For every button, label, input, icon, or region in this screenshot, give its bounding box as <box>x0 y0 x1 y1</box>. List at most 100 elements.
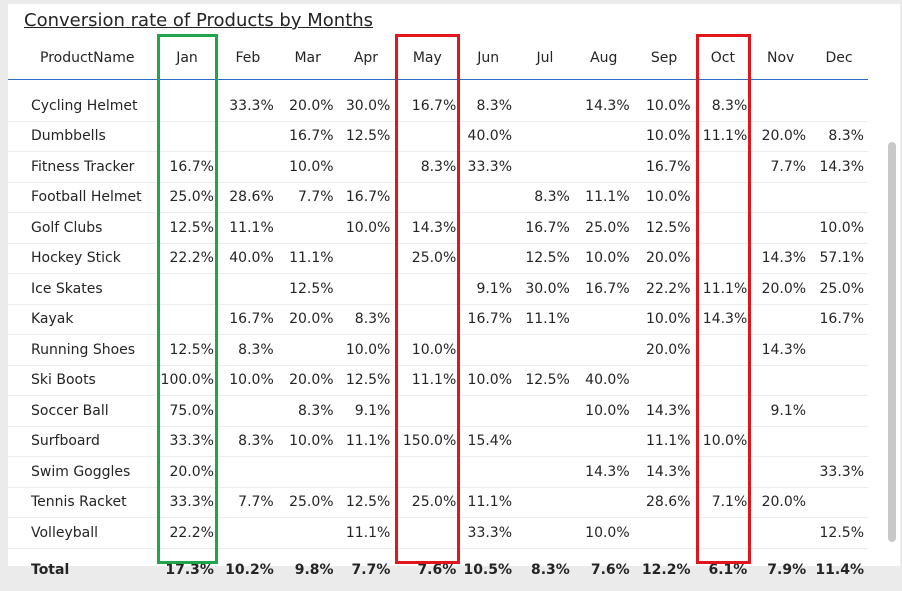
conversion-rate-cell <box>277 334 338 366</box>
conversion-rate-cell: 8.3% <box>810 121 868 152</box>
conversion-rate-cell: 10.0% <box>633 121 695 152</box>
column-header-nov[interactable]: Nov <box>751 37 811 80</box>
table-row[interactable]: Hockey Stick 22.2% 40.0% 11.1% 25.0% 12.5% 10.… <box>8 243 868 274</box>
conversion-rate-cell: 20.0% <box>633 334 695 366</box>
total-value-cell: 7.6% <box>590 561 630 578</box>
total-value-cell: 6.1% <box>708 561 748 578</box>
column-header-jul[interactable]: Jul <box>516 37 574 80</box>
conversion-rate-cell: 7.7% <box>751 151 811 183</box>
conversion-rate-cell <box>810 182 868 213</box>
product-name-cell: Running Shoes <box>8 334 157 366</box>
conversion-rate-cell: 20.0% <box>277 365 338 396</box>
conversion-rate-cell <box>156 121 218 152</box>
table-row[interactable]: Tennis Racket 33.3% 7.7% 25.0% 12.5% 25.0% 11.… <box>8 487 868 518</box>
conversion-rate-cell <box>460 182 517 213</box>
conversion-rate-cell <box>573 487 634 518</box>
table-row[interactable]: Fitness Tracker 16.7% 10.0% 8.3% 33.3% 16.7% 7… <box>8 151 868 183</box>
conversion-rate-cell: 12.5% <box>337 487 395 518</box>
conversion-rate-cell: 33.3% <box>156 426 218 457</box>
visual-title: Conversion rate of Products by Months <box>24 10 374 31</box>
conversion-rate-cell: 8.3% <box>337 304 395 335</box>
column-header-oct[interactable]: Oct <box>694 37 752 80</box>
table-row[interactable]: Swim Goggles 20.0% 14.3% 14.3% 33.3% <box>8 456 868 488</box>
table-row[interactable]: Kayak 16.7% 20.0% 8.3% 16.7% 11.1% 10.0% 14.3% 1… <box>8 304 868 335</box>
column-header-productname[interactable]: ProductName <box>8 37 157 80</box>
table-row[interactable]: Volleyball 22.2% 11.1% 33.3% 10.0% 12.5% <box>8 517 868 549</box>
conversion-rate-cell <box>516 426 574 457</box>
conversion-rate-cell: 14.3% <box>810 151 868 183</box>
product-name-cell: Fitness Tracker <box>8 151 157 183</box>
conversion-rate-cell <box>810 487 868 518</box>
conversion-rate-cell: 10.0% <box>573 395 634 427</box>
conversion-rate-cell <box>573 334 634 366</box>
product-name-cell: Hockey Stick <box>8 243 157 274</box>
conversion-rate-cell: 10.0% <box>573 243 634 274</box>
conversion-rate-cell: 16.7% <box>460 304 517 335</box>
conversion-rate-cell: 12.5% <box>156 212 218 244</box>
conversion-rate-cell: 11.1% <box>573 182 634 213</box>
conversion-rate-cell: 33.3% <box>460 151 517 183</box>
product-name-cell: Swim Goggles <box>8 456 157 488</box>
conversion-rate-cell <box>810 426 868 457</box>
conversion-rate-cell: 20.0% <box>277 91 338 122</box>
column-header-feb[interactable]: Feb <box>217 37 278 80</box>
table-row[interactable]: Golf Clubs 12.5% 11.1% 10.0% 14.3% 16.7% 25.0%… <box>8 212 868 244</box>
table-row[interactable]: Ski Boots 100.0% 10.0% 20.0% 12.5% 11.1% 10.0%… <box>8 365 868 396</box>
conversion-rate-cell: 28.6% <box>633 487 695 518</box>
conversion-rate-cell <box>516 456 574 488</box>
conversion-rate-cell: 14.3% <box>751 334 811 366</box>
conversion-rate-cell <box>516 121 574 152</box>
conversion-rate-cell <box>810 334 868 366</box>
conversion-rate-cell: 33.3% <box>217 91 278 122</box>
product-name-cell: Ice Skates <box>8 273 157 305</box>
column-header-apr[interactable]: Apr <box>337 37 395 80</box>
column-header-aug[interactable]: Aug <box>573 37 634 80</box>
column-header-dec[interactable]: Dec <box>810 37 868 80</box>
total-label: Total <box>31 561 70 578</box>
conversion-rate-cell <box>277 517 338 549</box>
column-header-jan[interactable]: Jan <box>156 37 218 80</box>
conversion-rate-cell <box>460 334 517 366</box>
conversion-rate-cell: 9.1% <box>337 395 395 427</box>
column-header-sep[interactable]: Sep <box>633 37 695 80</box>
conversion-rate-cell: 22.2% <box>633 273 695 305</box>
table-row[interactable]: Football Helmet 25.0% 28.6% 7.7% 16.7% 8.3% 11… <box>8 182 868 213</box>
product-name-cell: Cycling Helmet <box>8 91 157 122</box>
column-header-mar[interactable]: Mar <box>277 37 338 80</box>
conversion-rate-cell: 20.0% <box>751 121 811 152</box>
table-row[interactable]: Dumbbells 16.7% 12.5% 40.0% 10.0% 11.1% 20.0% 8… <box>8 121 868 152</box>
table-row[interactable]: Ice Skates 12.5% 9.1% 30.0% 16.7% 22.2% 11.1% 2… <box>8 273 868 305</box>
conversion-rate-cell: 14.3% <box>633 395 695 427</box>
product-name-cell: Dumbbells <box>8 121 157 152</box>
total-value-cell: 12.2% <box>641 561 691 578</box>
column-header-jun[interactable]: Jun <box>460 37 517 80</box>
column-header-may[interactable]: May <box>394 37 461 80</box>
conversion-rate-cell: 14.3% <box>751 243 811 274</box>
conversion-rate-cell: 25.0% <box>394 243 461 274</box>
conversion-rate-cell <box>516 395 574 427</box>
table-row[interactable]: Surfboard 33.3% 8.3% 10.0% 11.1% 150.0% 15.4% 1… <box>8 426 868 457</box>
conversion-rate-cell: 100.0% <box>156 365 218 396</box>
conversion-rate-cell: 11.1% <box>460 487 517 518</box>
conversion-rate-cell <box>573 304 634 335</box>
product-name-cell: Golf Clubs <box>8 212 157 244</box>
total-value-cell: 9.8% <box>294 561 334 578</box>
conversion-rate-cell: 20.0% <box>633 243 695 274</box>
conversion-rate-cell <box>460 456 517 488</box>
total-value-cell: 10.5% <box>463 561 513 578</box>
conversion-rate-cell <box>751 91 811 122</box>
conversion-rate-cell: 40.0% <box>460 121 517 152</box>
conversion-rate-cell <box>217 273 278 305</box>
conversion-rate-cell: 14.3% <box>394 212 461 244</box>
table-row[interactable]: Cycling Helmet 33.3% 20.0% 30.0% 16.7% 8.3% 14… <box>8 91 868 122</box>
vertical-scrollbar[interactable] <box>888 142 896 542</box>
conversion-rate-cell: 16.7% <box>156 151 218 183</box>
conversion-rate-cell: 9.1% <box>460 273 517 305</box>
conversion-rate-cell <box>394 182 461 213</box>
table-row[interactable]: Soccer Ball 75.0% 8.3% 9.1% 10.0% 14.3% 9.1% <box>8 395 868 427</box>
conversion-rate-cell: 9.1% <box>751 395 811 427</box>
conversion-rate-cell: 12.5% <box>277 273 338 305</box>
conversion-rate-cell: 16.7% <box>217 304 278 335</box>
conversion-rate-cell: 25.0% <box>156 182 218 213</box>
table-row[interactable]: Running Shoes 12.5% 8.3% 10.0% 10.0% 20.0% 14.… <box>8 334 868 366</box>
